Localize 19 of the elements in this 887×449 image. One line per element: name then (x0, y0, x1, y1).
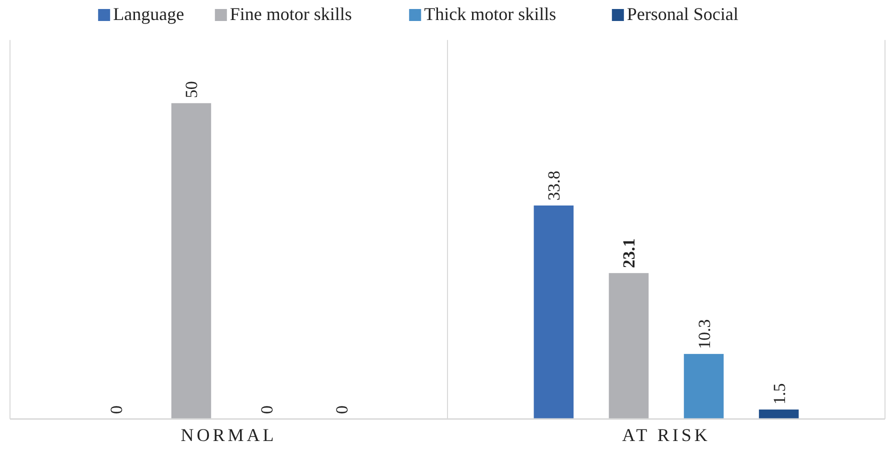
data-label: 23.1 (620, 238, 639, 268)
data-label: 10.3 (694, 319, 714, 349)
data-label: 0 (257, 406, 276, 414)
data-label: 1.5 (770, 383, 789, 405)
data-label: 0 (107, 406, 126, 414)
bar (684, 354, 724, 419)
x-tick-label: NORMAL (180, 425, 277, 445)
legend-label: Language (113, 4, 184, 24)
legend-label: Thick motor skills (424, 4, 556, 24)
legend-label: Fine motor skills (230, 4, 352, 24)
data-label: 0 (332, 406, 352, 414)
bar (171, 103, 212, 419)
x-tick-label: AT RISK (622, 425, 710, 445)
data-label: 50 (182, 81, 202, 98)
bar (758, 410, 799, 419)
bar (534, 205, 574, 419)
legend-label: Personal Social (626, 4, 738, 24)
data-label: 33.8 (544, 170, 564, 200)
bar (608, 273, 649, 419)
